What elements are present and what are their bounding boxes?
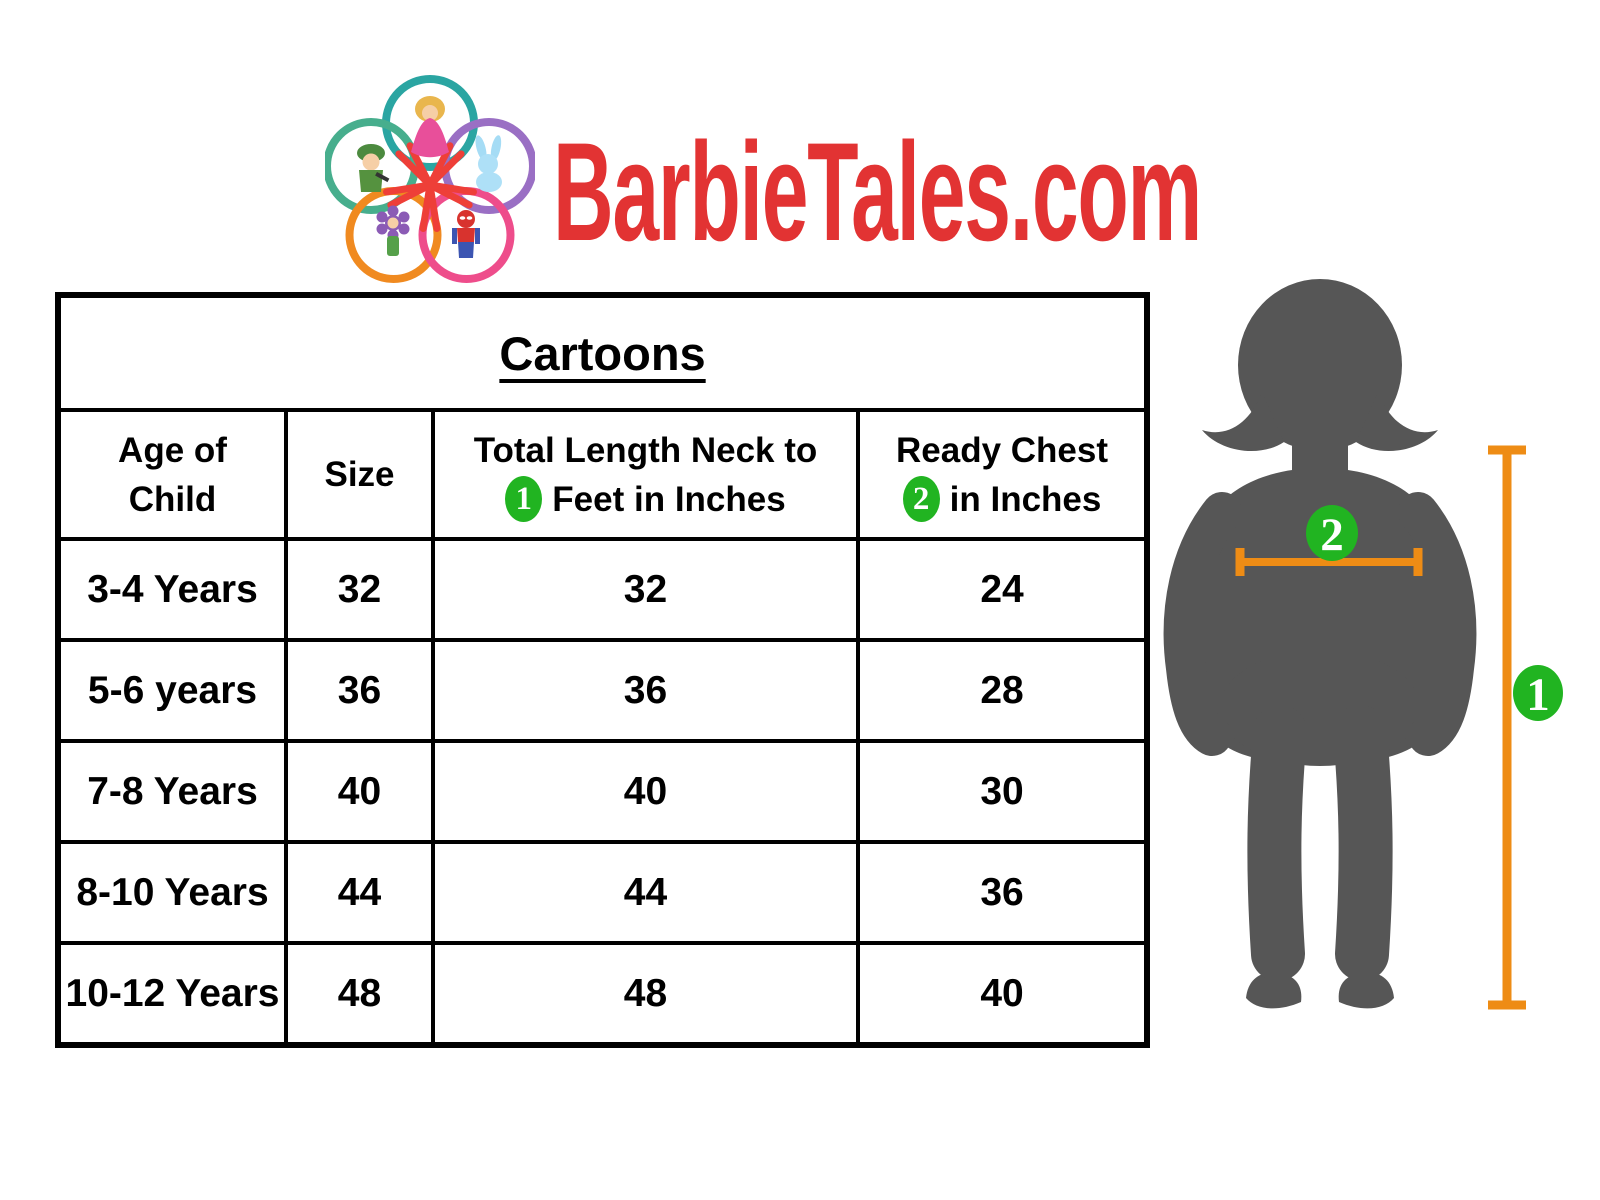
cell-chest: 40	[855, 941, 1150, 1047]
col-header-length-line2: Feet in Inches	[552, 479, 786, 519]
measurement-figure: 2 1	[1163, 279, 1563, 1010]
table-title-row: Cartoons	[55, 293, 1150, 412]
chest-measure-line	[1235, 548, 1423, 576]
col-header-length-line1: Total Length Neck to	[473, 430, 818, 470]
col-header-age: Age of Child	[56, 408, 288, 541]
cell-age: 10-12 Years	[56, 941, 288, 1047]
col-header-chest-line1: Ready Chest	[896, 430, 1109, 470]
col-header-chest-line2: in Inches	[949, 479, 1102, 519]
svg-text:2: 2	[1320, 509, 1344, 561]
col-header-chest: Ready Chest 2 in Inches	[855, 408, 1150, 541]
rabbit-icon	[475, 135, 502, 192]
spiderman-icon	[452, 210, 480, 258]
silhouette-arms	[1163, 492, 1477, 756]
cell-length: 48	[431, 941, 860, 1047]
cell-age: 8-10 Years	[56, 840, 288, 945]
child-silhouette	[1194, 279, 1446, 1009]
table-title-cell: Cartoons	[55, 293, 1150, 412]
soldier-icon	[357, 144, 390, 192]
flower-center	[383, 142, 477, 232]
cell-length: 36	[431, 638, 860, 743]
table-header-row: Age of Child Size Total Length Neck to 1…	[56, 408, 1150, 541]
cell-chest: 24	[855, 537, 1150, 642]
cell-length: 40	[431, 739, 860, 844]
marker-1-figure-badge: 1	[1513, 665, 1563, 721]
marker-1-badge: 1	[505, 476, 543, 522]
logo-flower-icon	[325, 75, 535, 283]
chart-title: Cartoons	[499, 326, 706, 380]
cell-age: 7-8 Years	[56, 739, 288, 844]
cell-size: 40	[284, 739, 435, 844]
table-row: 5-6 years 36 36 28	[56, 638, 1150, 743]
cell-size: 44	[284, 840, 435, 945]
cell-size: 36	[284, 638, 435, 743]
cell-chest: 28	[855, 638, 1150, 743]
cell-chest: 36	[855, 840, 1150, 945]
col-header-length: Total Length Neck to 1 Feet in Inches	[431, 408, 860, 541]
marker-2-badge: 2	[902, 476, 940, 522]
cell-length: 32	[431, 537, 860, 642]
table-row: 7-8 Years 40 40 30	[56, 739, 1150, 844]
cell-chest: 30	[855, 739, 1150, 844]
marker-2-figure-badge: 2	[1306, 505, 1358, 561]
size-chart-table: Cartoons Age of Child Size Total Length …	[55, 292, 1151, 1048]
cell-age: 3-4 Years	[56, 537, 288, 642]
table-row: 8-10 Years 44 44 36	[56, 840, 1150, 945]
length-measure-line	[1488, 445, 1526, 1010]
cell-age: 5-6 years	[56, 638, 288, 743]
silhouette-legs	[1247, 705, 1393, 981]
table-row: 10-12 Years 48 48 40	[56, 941, 1150, 1047]
cell-size: 48	[284, 941, 435, 1047]
cell-length: 44	[431, 840, 860, 945]
table-row: 3-4 Years 32 32 24	[56, 537, 1150, 642]
barbie-icon	[411, 96, 449, 158]
site-title: BarbieTales.com	[553, 113, 1202, 270]
flower-kid-icon	[376, 205, 410, 256]
cell-size: 32	[284, 537, 435, 642]
col-header-size: Size	[284, 408, 435, 541]
svg-text:1: 1	[1526, 669, 1550, 721]
